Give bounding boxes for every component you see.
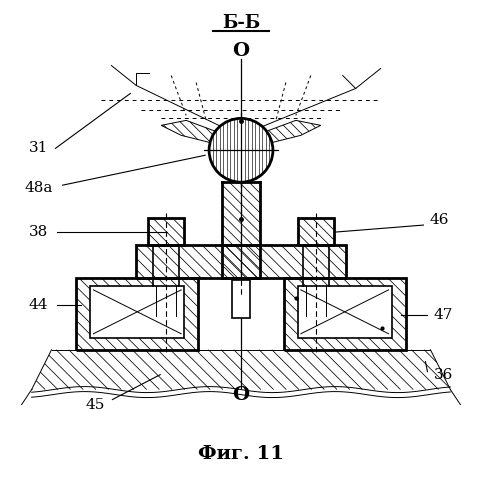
- Text: Б-Б: Б-Б: [222, 13, 260, 31]
- Text: 38: 38: [29, 225, 48, 239]
- Text: 48а: 48а: [25, 181, 53, 195]
- Text: О: О: [232, 386, 250, 404]
- Text: О: О: [232, 41, 250, 59]
- Text: Фиг. 11: Фиг. 11: [198, 446, 284, 464]
- Text: 45: 45: [86, 398, 105, 412]
- Bar: [91, 286, 184, 338]
- Text: 31: 31: [29, 141, 48, 155]
- Bar: [298, 286, 391, 338]
- Text: 47: 47: [434, 308, 453, 322]
- Bar: [232, 280, 250, 318]
- Circle shape: [209, 118, 273, 182]
- Text: 46: 46: [429, 213, 449, 227]
- Text: 44: 44: [29, 298, 48, 312]
- Text: 36: 36: [434, 368, 453, 382]
